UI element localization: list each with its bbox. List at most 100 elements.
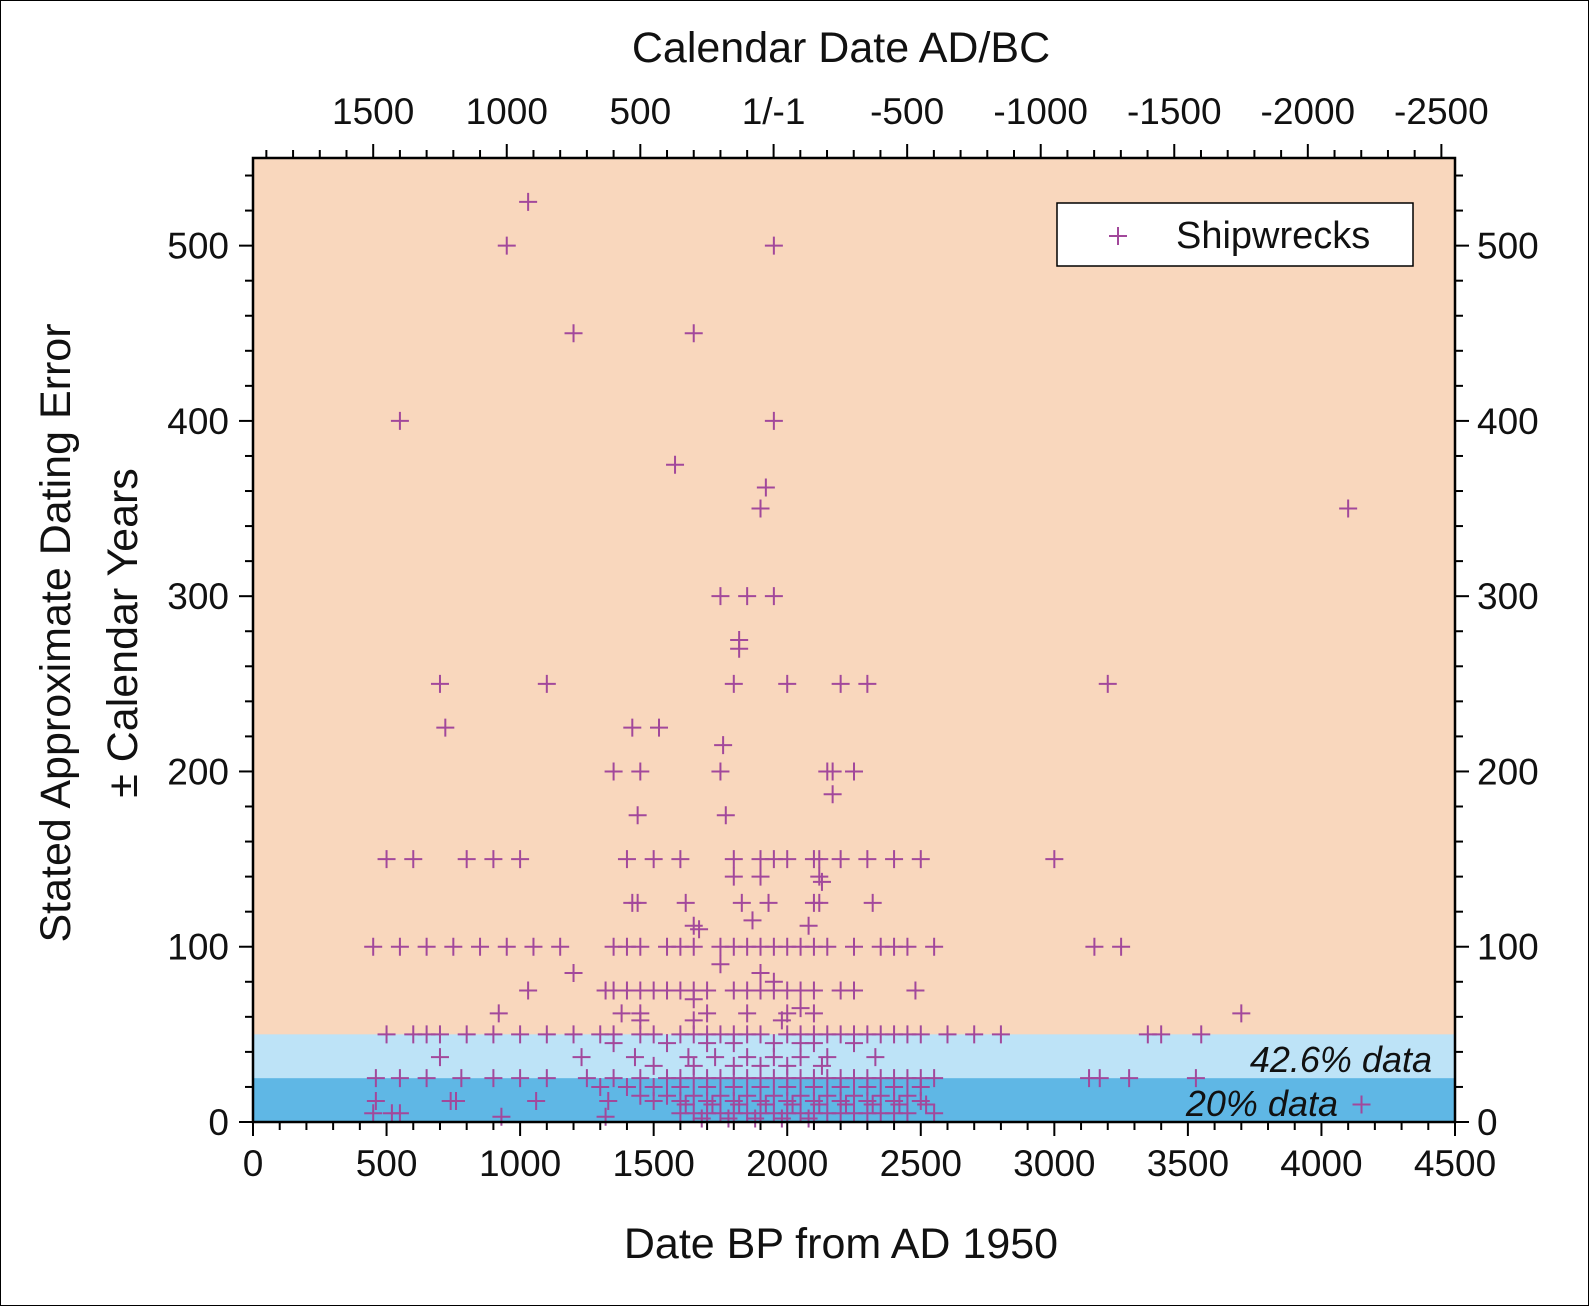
data-point: [724, 674, 743, 693]
data-point: [711, 1086, 730, 1105]
data-point: [644, 1025, 663, 1044]
data-point: [604, 1034, 623, 1053]
data-point: [577, 1069, 596, 1088]
data-point: [730, 639, 749, 658]
data-point: [764, 1086, 783, 1105]
x-tick-label: 2500: [880, 1143, 962, 1184]
data-point: [719, 1109, 738, 1128]
x-tick-label: 4500: [1414, 1143, 1496, 1184]
data-point: [818, 1086, 837, 1105]
data-point: [925, 937, 944, 956]
data-point: [810, 893, 829, 912]
y2-tick-label: 300: [1477, 576, 1539, 617]
data-point: [711, 762, 730, 781]
data-point: [898, 1104, 917, 1123]
data-point: [457, 1025, 476, 1044]
data-point: [519, 981, 538, 1000]
y-tick-label: 400: [167, 401, 229, 442]
y2-tick-label: 400: [1477, 401, 1539, 442]
data-point: [628, 893, 647, 912]
data-point: [791, 1086, 810, 1105]
x2-tick-label: -2500: [1394, 91, 1489, 132]
data-point: [1098, 674, 1117, 693]
data-point: [764, 1048, 783, 1067]
y-tick-label: 0: [208, 1102, 229, 1143]
data-point: [497, 236, 516, 255]
data-point: [965, 1025, 984, 1044]
data-point: [764, 411, 783, 430]
x2-tick-label: -1500: [1127, 91, 1222, 132]
data-point: [804, 1004, 823, 1023]
data-point: [430, 1048, 449, 1067]
data-point: [390, 411, 409, 430]
x2-tick-label: 500: [609, 91, 671, 132]
data-point: [684, 1086, 703, 1105]
data-point: [764, 587, 783, 606]
data-point: [845, 937, 863, 956]
data-point: [858, 850, 877, 869]
data-point: [390, 1069, 409, 1088]
data-point: [644, 1056, 663, 1075]
data-point: [751, 499, 770, 518]
top-axis-title: Calendar Date AD/BC: [632, 24, 1050, 72]
data-point: [1232, 1004, 1251, 1023]
data-point: [898, 937, 917, 956]
data-point: [631, 1086, 650, 1105]
data-point: [551, 937, 570, 956]
data-point: [799, 1109, 818, 1128]
x-tick-label: 2000: [746, 1143, 828, 1184]
data-point: [866, 1048, 885, 1067]
data-point: [471, 937, 490, 956]
data-point: [911, 850, 930, 869]
data-point: [484, 1025, 503, 1044]
data-point: [404, 850, 423, 869]
data-point: [628, 806, 647, 825]
data-point: [724, 867, 743, 886]
y-axis-title-line1: Stated Approximate Dating Error: [32, 323, 80, 942]
legend: Shipwrecks: [1056, 202, 1414, 267]
x2-tick-label: -500: [870, 91, 944, 132]
data-point: [812, 1056, 831, 1075]
x2-tick-label: -2000: [1261, 91, 1356, 132]
data-point: [564, 1025, 583, 1044]
data-point: [778, 674, 797, 693]
data-point: [711, 587, 730, 606]
data-point: [772, 1011, 791, 1030]
data-point: [858, 674, 877, 693]
data-point: [430, 674, 449, 693]
data-point: [1186, 1069, 1205, 1088]
plot-area: [253, 158, 1455, 1122]
x2-tick-label: 1000: [466, 91, 548, 132]
data-point: [831, 850, 850, 869]
data-point: [511, 850, 530, 869]
tick-labels: 0 500 1000 1500 2000 2500 3000 3500 4000 45001500…: [167, 91, 1538, 1184]
data-point: [898, 1086, 917, 1105]
x-tick-label: 3000: [1013, 1143, 1095, 1184]
data-point: [364, 937, 383, 956]
x2-tick-label: 1/-1: [742, 91, 806, 132]
band-label-42pct: 42.6% data: [1250, 1039, 1432, 1080]
data-point: [823, 762, 842, 781]
data-point: [751, 867, 770, 886]
y-tick-label: 100: [167, 927, 229, 968]
data-point: [604, 762, 623, 781]
data-point: [1085, 937, 1104, 956]
data-point: [644, 850, 663, 869]
data-point: [572, 1048, 591, 1067]
data-point: [911, 1025, 930, 1044]
data-point: [604, 1069, 623, 1088]
data-point: [823, 785, 842, 804]
data-point: [845, 1034, 863, 1053]
y2-tick-label: 500: [1477, 226, 1539, 267]
data-point: [591, 1077, 610, 1096]
x-tick-label: 4000: [1280, 1143, 1362, 1184]
data-point: [692, 1109, 711, 1128]
data-point: [417, 1069, 436, 1088]
data-point: [564, 964, 583, 983]
plot-background: [253, 158, 1455, 1122]
x2-tick-label: 1500: [332, 91, 414, 132]
data-point: [698, 981, 717, 1000]
y-tick-label: 300: [167, 576, 229, 617]
data-point: [484, 850, 503, 869]
data-point: [812, 872, 831, 891]
